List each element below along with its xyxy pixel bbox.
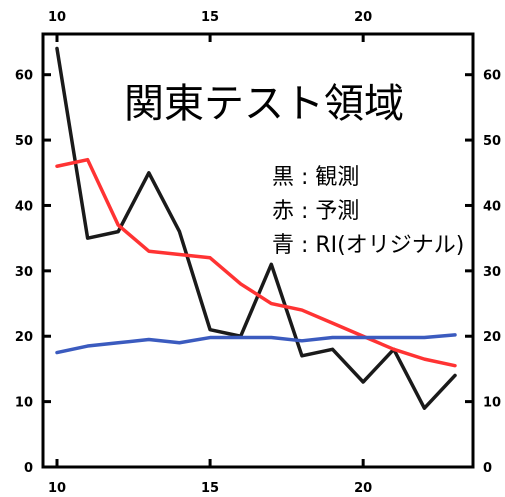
x-tick-label-bottom: 15 <box>201 481 219 496</box>
y-tick-label-right: 40 <box>483 199 501 214</box>
x-tick-label-bottom: 20 <box>354 481 372 496</box>
legend-entry-ri: 青 : RI(オリジナル) <box>272 233 464 258</box>
tick-layer: 10 10 15 15 20 20 0 0 10 10 20 20 30 30 40 40 50 50 60 60 <box>15 10 501 496</box>
y-tick-label-right: 20 <box>483 330 501 345</box>
y-tick-label-left: 60 <box>15 69 33 84</box>
y-tick-label-left: 40 <box>15 199 33 214</box>
series-layer <box>55 46 457 410</box>
y-tick-label-left: 50 <box>15 134 33 149</box>
y-tick-label-right: 50 <box>483 134 501 149</box>
series-observed-line <box>55 46 457 410</box>
legend-entry-forecast: 赤 : 予測 <box>272 199 359 224</box>
chart-title: 関東テスト領域 <box>124 81 404 127</box>
x-tick-label-top: 20 <box>354 10 372 25</box>
x-tick-label-bottom: 10 <box>48 481 66 496</box>
legend-entry-observed: 黒 : 観測 <box>272 165 359 190</box>
y-tick-label-right: 0 <box>483 461 492 476</box>
series-ri-line <box>55 333 457 355</box>
y-tick-label-left: 0 <box>24 461 33 476</box>
y-tick-label-right: 30 <box>483 265 501 280</box>
y-tick-label-right: 60 <box>483 69 501 84</box>
series-forecast-line <box>55 157 457 368</box>
y-tick-label-left: 30 <box>15 265 33 280</box>
y-tick-label-left: 10 <box>15 396 33 411</box>
plot-frame <box>41 32 475 469</box>
y-tick-label-right: 10 <box>483 396 501 411</box>
x-tick-label-top: 15 <box>201 10 219 25</box>
x-tick-label-top: 10 <box>48 10 66 25</box>
axes-frame <box>41 32 475 469</box>
y-tick-label-left: 20 <box>15 330 33 345</box>
